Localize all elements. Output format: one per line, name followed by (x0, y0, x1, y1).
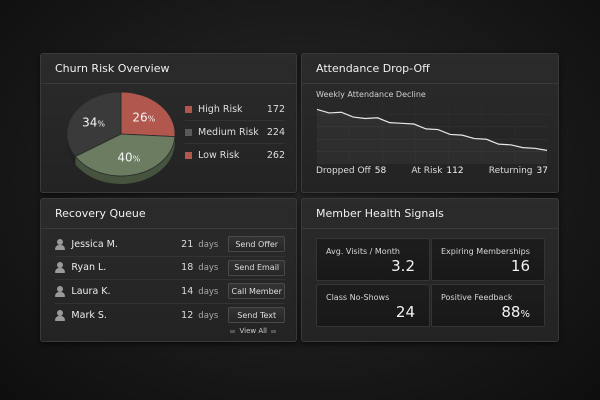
metric-value: 3.2 (391, 257, 415, 275)
days-count: 14 (181, 285, 194, 297)
view-all-label: View All (239, 327, 267, 335)
metric-value: 16 (510, 257, 530, 275)
stat-returning: Returning 37 (489, 166, 548, 176)
recovery-queue-panel: Recovery Queue Jessica M. 21 days Send O… (40, 198, 297, 342)
member-name: Jessica M. (71, 238, 118, 250)
metric-label: Expiring Memberships (441, 247, 530, 256)
legend-label: High Risk (198, 103, 243, 115)
metric-label: Avg. Visits / Month (326, 247, 400, 256)
series-line (316, 108, 548, 151)
metric-value: 88% (501, 303, 530, 321)
call-member-button[interactable]: Call Member (228, 283, 286, 300)
days-inactive: 21 days (147, 239, 229, 250)
stat-label: At Risk (411, 166, 443, 176)
member-name: Mark S. (71, 309, 107, 321)
person-icon (55, 309, 66, 321)
days-count: 12 (181, 309, 194, 321)
pie-percent-label: 34% (82, 115, 105, 129)
stat-value: 112 (446, 166, 464, 176)
legend-item-medium-risk: Medium Risk 224 (185, 121, 285, 144)
view-all-link[interactable]: View All (226, 327, 280, 335)
legend-value: 172 (266, 103, 285, 115)
legend-label: Medium Risk (198, 126, 259, 138)
stat-value: 58 (374, 166, 387, 176)
legend-swatch (185, 105, 192, 113)
stat-value: 37 (536, 166, 548, 176)
metric-number: 88 (501, 303, 521, 321)
list-item: Mark S. 12 days Send Text (55, 304, 286, 328)
days-unit: days (198, 239, 219, 250)
list-item: Jessica M. 21 days Send Offer (55, 233, 286, 257)
legend-item-high-risk: High Risk 172 (185, 98, 285, 121)
pie-slice (120, 91, 176, 138)
stat-at-risk: At Risk 112 (411, 166, 463, 176)
metric-avg-visits: Avg. Visits / Month 3.2 (316, 238, 430, 281)
person-icon (55, 238, 66, 250)
pie-slice (66, 91, 122, 158)
legend-swatch (185, 152, 192, 159)
attendance-stats: Dropped Off 58 At Risk 112 Returning 37 (316, 166, 548, 176)
line-area (317, 109, 547, 164)
stat-label: Returning (488, 166, 533, 176)
metric-unit: % (520, 309, 530, 320)
metric-expiring-memberships: Expiring Memberships 16 (431, 238, 545, 281)
stat-label: Dropped Off (316, 166, 371, 176)
panel-title: Attendance Drop-Off (302, 54, 558, 84)
person-icon (55, 262, 66, 274)
recovery-list: Jessica M. 21 days Send Offer Ryan L. 18… (55, 233, 286, 328)
member-name: Ryan L. (71, 262, 107, 274)
panel-title: Churn Risk Overview (41, 54, 296, 84)
legend-value: 262 (266, 150, 285, 161)
metric-label: Class No-Shows (326, 293, 390, 302)
days-unit: days (198, 286, 219, 297)
decor-dash (230, 329, 236, 333)
stat-dropped-off: Dropped Off 58 (316, 166, 386, 176)
panel-title: Recovery Queue (41, 199, 296, 229)
days-unit: days (198, 263, 219, 274)
legend-label: Low Risk (198, 150, 240, 161)
legend-value: 224 (266, 126, 285, 138)
send-email-button[interactable]: Send Email (228, 259, 286, 276)
member-health-panel: Member Health Signals Avg. Visits / Mont… (301, 198, 559, 342)
pie-percent-label: 26% (132, 110, 155, 124)
days-count: 18 (181, 262, 194, 274)
metric-class-no-shows: Class No-Shows 24 (316, 284, 430, 327)
days-inactive: 14 days (147, 286, 229, 297)
list-item: Ryan L. 18 days Send Email (55, 257, 286, 280)
send-text-button[interactable]: Send Text (228, 307, 286, 324)
panel-title: Member Health Signals (302, 199, 558, 229)
metric-label: Positive Feedback (441, 293, 513, 302)
churn-pie-chart: 26% 40% 34% (66, 91, 176, 184)
metric-value: 24 (395, 303, 415, 321)
pie-slice-side (75, 136, 175, 184)
metric-positive-feedback: Positive Feedback 88% (431, 284, 545, 327)
legend-swatch (185, 128, 192, 136)
days-inactive: 12 days (147, 310, 229, 321)
decor-dash (271, 329, 276, 333)
chart-title: Weekly Attendance Decline (316, 90, 426, 99)
attendance-line-chart (316, 102, 548, 164)
pie-percent-label: 40% (117, 151, 140, 165)
legend-item-low-risk: Low Risk 262 (185, 144, 285, 167)
days-unit: days (198, 310, 219, 321)
person-icon (55, 285, 66, 297)
send-offer-button[interactable]: Send Offer (228, 236, 286, 253)
member-name: Laura K. (71, 285, 111, 297)
days-inactive: 18 days (147, 262, 229, 273)
attendance-panel: Attendance Drop-Off Weekly Attendance De… (301, 53, 559, 193)
days-count: 21 (181, 238, 194, 250)
churn-legend: High Risk 172 Medium Risk 224 Low Risk 2… (185, 98, 285, 167)
churn-risk-panel: Churn Risk Overview 26% 40% 34% High Risk … (40, 53, 297, 193)
list-item: Laura K. 14 days Call Member (55, 280, 286, 304)
